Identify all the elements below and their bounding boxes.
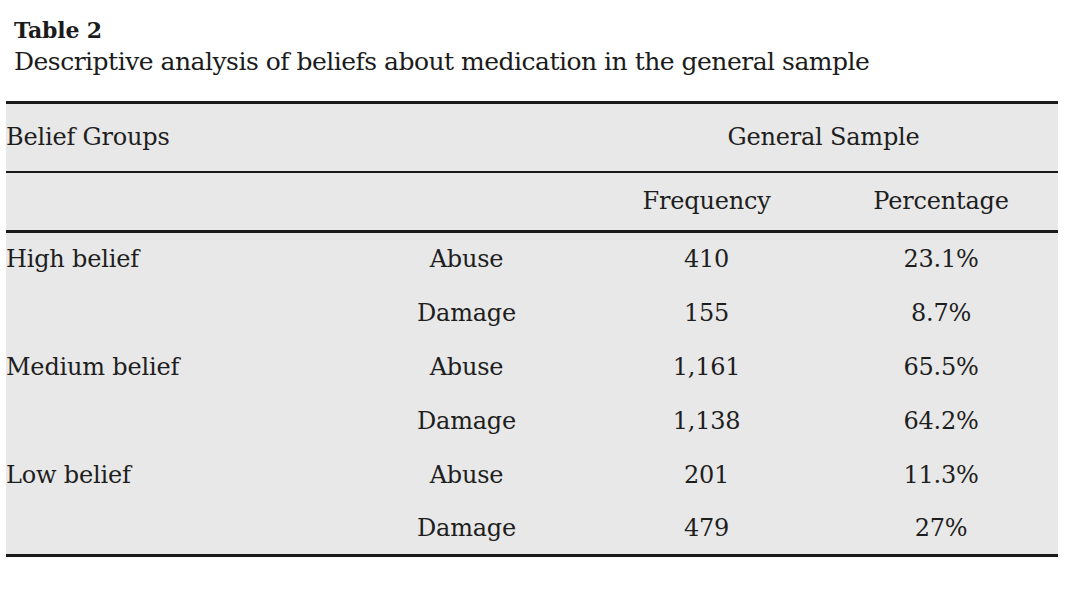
frequency-cell: 410	[589, 232, 824, 286]
table-row: Medium belief Abuse 1,161 65.5%	[6, 340, 1058, 394]
table-row: Damage 155 8.7%	[6, 286, 1058, 340]
percentage-cell: 8.7%	[824, 286, 1058, 340]
frequency-cell: 479	[589, 502, 824, 556]
frequency-cell: 201	[589, 448, 824, 502]
header-row-group: Belief Groups General Sample	[6, 103, 1058, 172]
belief-type-cell: Abuse	[344, 340, 589, 394]
belief-type-cell: Abuse	[344, 448, 589, 502]
table-body: High belief Abuse 410 23.1% Damage 155 8…	[6, 232, 1058, 556]
belief-group-cell: Low belief	[6, 448, 344, 502]
table-label: Table 2	[14, 18, 869, 43]
table-row: Damage 479 27%	[6, 502, 1058, 556]
percentage-header: Percentage	[824, 172, 1058, 232]
frequency-header: Frequency	[589, 172, 824, 232]
belief-groups-header: Belief Groups	[6, 103, 589, 172]
general-sample-header: General Sample	[589, 103, 1058, 172]
empty-header-cell	[6, 172, 344, 232]
table-caption: Descriptive analysis of beliefs about me…	[14, 47, 869, 77]
belief-type-cell: Damage	[344, 394, 589, 448]
table-caption-block: Table 2 Descriptive analysis of beliefs …	[14, 18, 869, 77]
belief-group-cell	[6, 394, 344, 448]
data-table: Belief Groups General Sample Frequency P…	[6, 101, 1058, 557]
frequency-cell: 155	[589, 286, 824, 340]
belief-type-cell: Damage	[344, 286, 589, 340]
frequency-cell: 1,138	[589, 394, 824, 448]
belief-type-cell: Damage	[344, 502, 589, 556]
page: Table 2 Descriptive analysis of beliefs …	[0, 0, 1075, 600]
percentage-cell: 27%	[824, 502, 1058, 556]
belief-group-cell	[6, 286, 344, 340]
percentage-cell: 64.2%	[824, 394, 1058, 448]
percentage-cell: 23.1%	[824, 232, 1058, 286]
empty-header-cell	[344, 172, 589, 232]
table-row: High belief Abuse 410 23.1%	[6, 232, 1058, 286]
frequency-cell: 1,161	[589, 340, 824, 394]
percentage-cell: 11.3%	[824, 448, 1058, 502]
header-row-measures: Frequency Percentage	[6, 172, 1058, 232]
belief-group-cell: Medium belief	[6, 340, 344, 394]
belief-type-cell: Abuse	[344, 232, 589, 286]
table-row: Low belief Abuse 201 11.3%	[6, 448, 1058, 502]
table-row: Damage 1,138 64.2%	[6, 394, 1058, 448]
table-header: Belief Groups General Sample Frequency P…	[6, 103, 1058, 232]
belief-group-cell: High belief	[6, 232, 344, 286]
belief-group-cell	[6, 502, 344, 556]
percentage-cell: 65.5%	[824, 340, 1058, 394]
